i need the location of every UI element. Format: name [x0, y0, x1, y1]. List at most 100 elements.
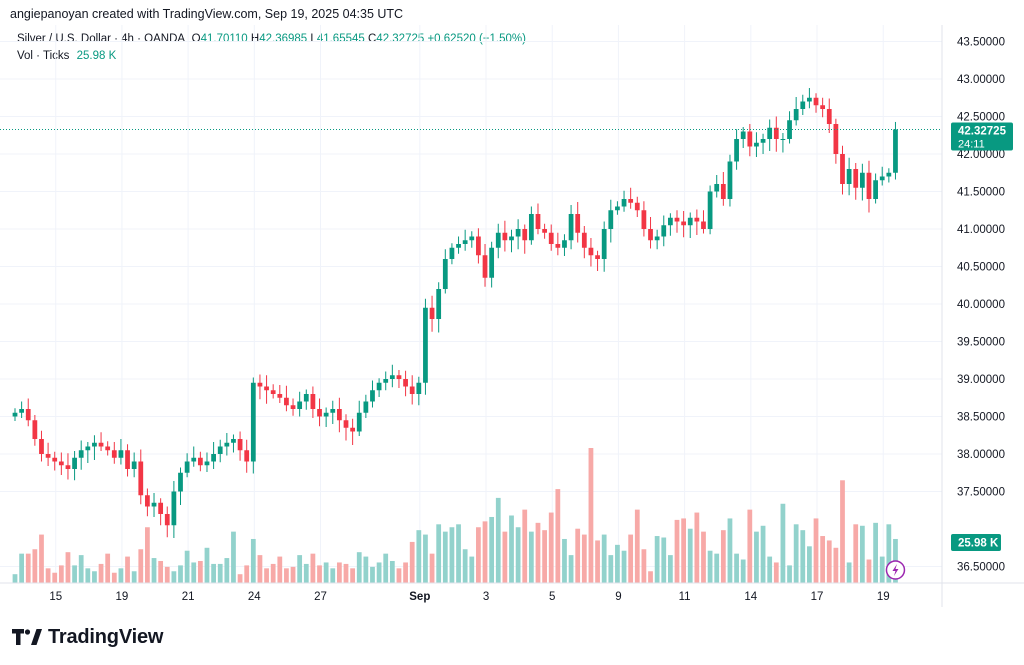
- time-tick-label: 9: [615, 591, 621, 603]
- price-tick-label: 40.00000: [957, 299, 1005, 311]
- candle-body: [714, 184, 720, 192]
- candle-body: [754, 142, 759, 147]
- volume-tag-text: 25.98 K: [958, 538, 999, 550]
- candle-body: [25, 409, 31, 421]
- time-tick-label: 15: [49, 591, 62, 603]
- volume-value: 25.98 K: [76, 50, 117, 62]
- candle-body: [720, 184, 726, 199]
- volume-bar: [350, 568, 356, 583]
- volume-bar: [416, 530, 422, 583]
- candle-body: [641, 210, 647, 229]
- volume-bar: [780, 503, 786, 583]
- candle-body: [204, 461, 210, 466]
- price-tick-label: 41.00000: [957, 224, 1005, 236]
- volume-bar: [257, 555, 263, 583]
- candle-body: [356, 412, 362, 432]
- time-tick-label: 21: [182, 591, 195, 603]
- candle-body: [846, 169, 852, 184]
- volume-bar: [237, 574, 243, 583]
- volume-bar: [250, 538, 256, 583]
- candle-body: [859, 172, 865, 188]
- volume-bar: [548, 512, 554, 583]
- price-tick-label: 40.50000: [957, 262, 1005, 274]
- candle-body: [330, 409, 336, 413]
- volume-bar: [145, 527, 150, 583]
- volume-bar: [111, 572, 117, 583]
- volume-bar: [575, 528, 581, 583]
- candle-body: [442, 259, 448, 289]
- candle-body: [250, 382, 256, 462]
- candle-body: [363, 401, 369, 413]
- candle-body: [403, 379, 408, 387]
- volume-bar: [376, 562, 382, 583]
- candle-body: [72, 457, 77, 469]
- candle-body: [217, 446, 223, 454]
- candle-body: [39, 439, 44, 454]
- tradingview-logo[interactable]: TradingView: [12, 626, 163, 648]
- close-label: C: [367, 33, 377, 45]
- volume-bar: [138, 549, 144, 583]
- candle-body: [681, 221, 687, 226]
- volume-label[interactable]: Vol · Ticks: [17, 50, 70, 62]
- candles: [12, 88, 898, 538]
- time-tick-label: 27: [314, 591, 327, 603]
- candle-body: [515, 229, 521, 237]
- price-chart[interactable]: 43.50000 43.00000 42.50000 42.00000 41.50000…: [0, 25, 1024, 615]
- candle-body: [873, 180, 878, 199]
- volume-bar: [701, 531, 706, 583]
- candle-body: [389, 375, 395, 379]
- volume-bar: [336, 562, 342, 583]
- candle-body: [303, 394, 309, 402]
- volume-bar: [840, 480, 845, 583]
- candle-body: [727, 161, 733, 199]
- candle-body: [19, 409, 25, 413]
- candle-body: [575, 214, 581, 233]
- volume-bar: [297, 555, 303, 583]
- candle-body: [601, 229, 607, 259]
- volume-bar: [787, 565, 792, 583]
- candle-body: [370, 390, 375, 402]
- volume-bar: [773, 562, 779, 583]
- volume-bar: [621, 550, 627, 583]
- candle-body: [310, 394, 316, 409]
- candle-body: [555, 244, 561, 248]
- candle-body: [813, 97, 819, 106]
- candle-body: [343, 420, 349, 428]
- volume-bar: [767, 556, 773, 583]
- candle-body: [482, 255, 488, 278]
- volume-bar: [846, 562, 852, 583]
- volume-bar: [707, 550, 713, 583]
- volume-bar: [244, 565, 250, 583]
- volume-bar: [654, 536, 660, 583]
- volume-bar: [19, 553, 25, 583]
- candle-body: [615, 206, 620, 211]
- candle-body: [237, 439, 243, 451]
- volume-bars: [12, 448, 898, 583]
- volume-bar: [98, 563, 104, 583]
- time-tick-label: 3: [483, 591, 489, 603]
- candle-body: [284, 397, 289, 406]
- volume-bar: [310, 553, 316, 583]
- candle-body: [502, 232, 508, 241]
- volume-bar: [661, 537, 667, 583]
- candle-body: [456, 244, 461, 248]
- volume-bar: [502, 531, 508, 583]
- candle-body: [893, 129, 898, 173]
- price-tick-label: 43.50000: [957, 37, 1005, 49]
- volume-bar: [204, 547, 210, 583]
- volume-bar: [674, 519, 680, 583]
- volume-bar: [601, 534, 607, 583]
- candle-body: [111, 450, 117, 458]
- time-tick-label: 19: [877, 591, 890, 603]
- candle-body: [588, 247, 594, 256]
- volume-bar: [866, 559, 872, 583]
- candle-body: [92, 442, 97, 447]
- volume-bar: [52, 572, 58, 583]
- lightning-icon: [892, 564, 899, 576]
- open-label: O: [191, 33, 201, 45]
- candle-body: [45, 454, 51, 458]
- candle-body: [489, 247, 495, 278]
- candle-body: [853, 169, 859, 188]
- volume-bar: [264, 568, 269, 583]
